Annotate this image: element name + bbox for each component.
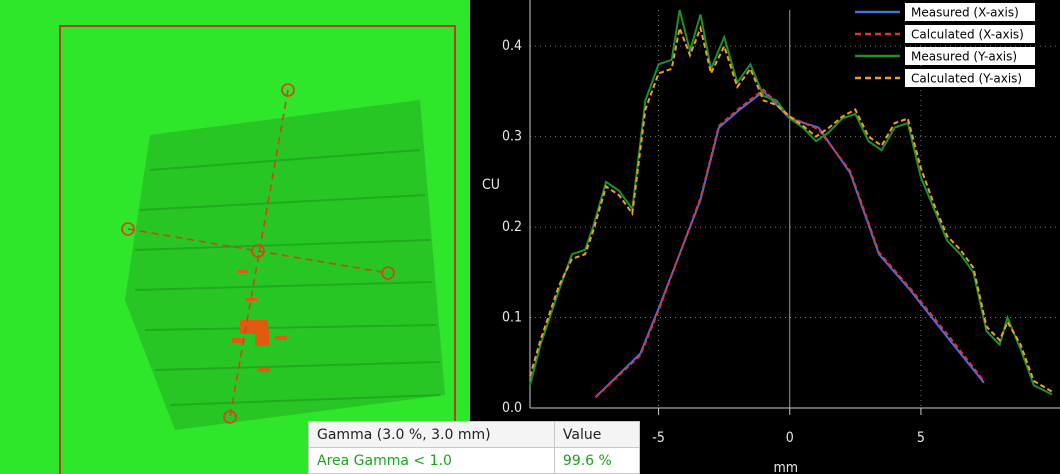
film-region — [125, 100, 445, 430]
profile-chart: 0.0 0.1 0.2 0.3 0.4 -5 0 5 CU mm Measured (X-axis)… — [470, 0, 1060, 474]
y-tick-label: 0.2 — [502, 219, 522, 235]
table-header: Gamma (3.0 %, 3.0 mm) Value — [309, 422, 640, 448]
y-tick-label: 0.4 — [502, 38, 522, 54]
cell: 99.6 % — [554, 448, 639, 474]
x-axis-label: mm — [773, 460, 798, 474]
table-row: Area Gamma < 1.0 99.6 % — [309, 448, 640, 474]
x-tick-label: 5 — [917, 430, 925, 446]
y-tick-label: 0.0 — [502, 400, 522, 416]
screen: 0.0 0.1 0.2 0.3 0.4 -5 0 5 CU mm Measured (X-axis)… — [0, 0, 1060, 474]
x-tick-label: -5 — [652, 430, 665, 446]
legend-label: Measured (Y-axis) — [911, 50, 1017, 64]
header-cell: Value — [554, 422, 639, 448]
y-tick-label: 0.3 — [502, 129, 522, 145]
x-tick-label: 0 — [786, 430, 794, 446]
legend-label: Calculated (Y-axis) — [911, 72, 1022, 86]
gamma-table: Gamma (3.0 %, 3.0 mm) Value Area Gamma <… — [308, 421, 640, 474]
legend-label: Calculated (X-axis) — [911, 28, 1024, 42]
gamma-map — [0, 0, 470, 474]
legend-label: Measured (X-axis) — [911, 6, 1019, 20]
header-cell: Gamma (3.0 %, 3.0 mm) — [309, 422, 555, 448]
cell: Area Gamma < 1.0 — [309, 448, 555, 474]
y-axis-label: CU — [482, 177, 500, 193]
y-tick-label: 0.1 — [502, 310, 522, 326]
page: 0.0 0.1 0.2 0.3 0.4 -5 0 5 CU mm Measured (X-axis)… — [0, 0, 1060, 474]
